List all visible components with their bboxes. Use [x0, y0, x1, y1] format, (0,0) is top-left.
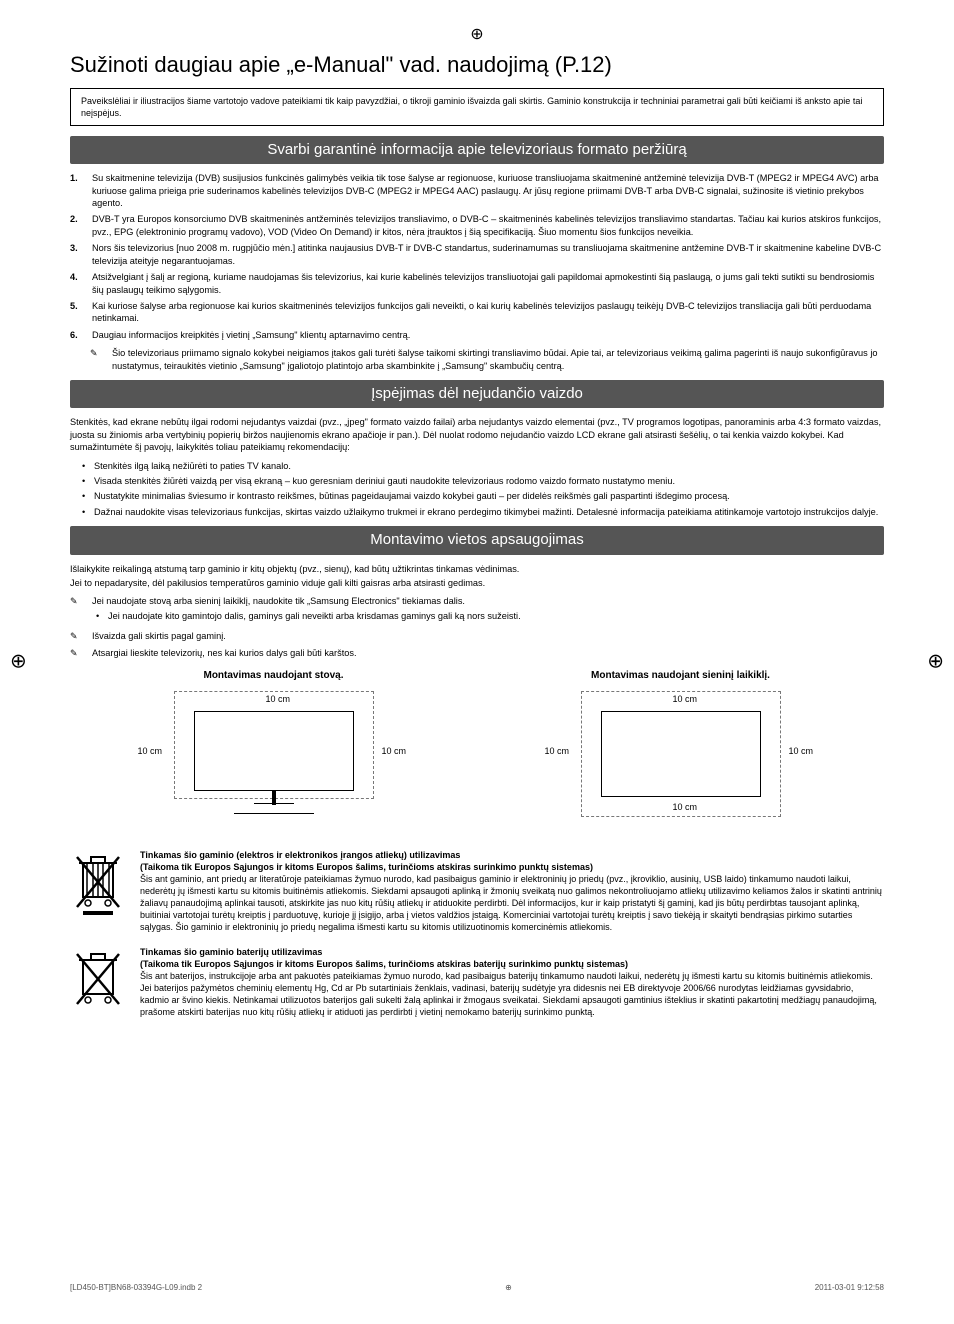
list-item: 4.Atsižvelgiant į šalį ar regioną, kuria…	[70, 271, 884, 296]
install-note1: ✎ Jei naudojate stovą arba sieninį laiki…	[70, 595, 884, 626]
diagram-wall: Montavimas naudojant sieninį laikiklį. 1…	[531, 669, 831, 831]
list-item: 1.Su skaitmenine televizija (DVB) susiju…	[70, 172, 884, 209]
list-text: Su skaitmenine televizija (DVB) susijusi…	[92, 172, 884, 209]
install-diagrams: Montavimas naudojant stovą. 10 cm 10 cm …	[70, 669, 884, 831]
diagram-stand: Montavimas naudojant stovą. 10 cm 10 cm …	[124, 669, 424, 831]
crop-mark-top: ⊕	[470, 24, 483, 46]
distance-label: 10 cm	[264, 693, 293, 705]
list-item: 5.Kai kuriose šalyse arba regionuose kai…	[70, 300, 884, 325]
list-item: 3.Nors šis televizorius [nuo 2008 m. rug…	[70, 242, 884, 267]
recycle-body: Šis ant gaminio, ant priedų ar literatūr…	[140, 874, 882, 933]
install-note3: ✎ Atsargiai lieskite televizorių, nes ka…	[70, 647, 884, 659]
distance-label: 10 cm	[136, 745, 165, 757]
list-text: Daugiau informacijos kreipkitės į vietin…	[92, 329, 410, 341]
install-note2: ✎ Išvaizda gali skirtis pagal gaminį.	[70, 630, 884, 642]
section-header-install: Montavimo vietos apsaugojimas	[70, 526, 884, 554]
distance-label: 10 cm	[380, 745, 409, 757]
list-text: Atsižvelgiant į šalį ar regioną, kuriame…	[92, 271, 884, 296]
recycle-title: Tinkamas šio gaminio (elektros ir elektr…	[140, 850, 460, 860]
list-item: Dažnai naudokite visas televizoriaus fun…	[84, 506, 884, 518]
recycle-sub: (Taikoma tik Europos Sąjungos ir kitoms …	[140, 862, 593, 872]
disclaimer-box: Paveikslėliai ir iliustracijos šiame var…	[70, 88, 884, 126]
note-icon: ✎	[70, 595, 84, 626]
distance-label: 10 cm	[671, 693, 700, 705]
install-para1: Išlaikykite reikalingą atstumą tarp gami…	[70, 563, 884, 575]
page-title: Sužinoti daugiau apie „e-Manual" vad. na…	[70, 50, 884, 80]
recycle-sub: (Taikoma tik Europos Sąjungos ir kitoms …	[140, 959, 628, 969]
list-text: Nors šis televizorius [nuo 2008 m. rugpj…	[92, 242, 884, 267]
footer-right: 2011-03-01 9:12:58	[815, 1283, 884, 1294]
note-text: Atsargiai lieskite televizorių, nes kai …	[92, 647, 357, 659]
install-para2: Jei to nepadarysite, dėl pakilusios temp…	[70, 577, 884, 589]
list-item: 6.Daugiau informacijos kreipkitės į viet…	[70, 329, 884, 341]
list-item: Nustatykite minimalias šviesumo ir kontr…	[84, 490, 884, 502]
recycle-weee: Tinkamas šio gaminio (elektros ir elektr…	[70, 849, 884, 934]
note-text: Išvaizda gali skirtis pagal gaminį.	[92, 630, 226, 642]
distance-label: 10 cm	[671, 801, 700, 813]
list-item: Visada stenkitės žiūrėti vaizdą per visą…	[84, 475, 884, 487]
list-item: Jei naudojate kito gamintojo dalis, gami…	[98, 610, 521, 622]
note-text: Šio televizoriaus priimamo signalo kokyb…	[112, 347, 884, 372]
note-icon: ✎	[70, 630, 84, 642]
recycle-text: Tinkamas šio gaminio (elektros ir elektr…	[140, 849, 884, 934]
list-text: DVB-T yra Europos konsorciumo DVB skaitm…	[92, 213, 884, 238]
list-item: 2.DVB-T yra Europos konsorciumo DVB skai…	[70, 213, 884, 238]
note-icon: ✎	[70, 647, 84, 659]
recycle-text: Tinkamas šio gaminio baterijų utilizavim…	[140, 946, 884, 1019]
weee-icon	[70, 849, 126, 919]
list-text: Kai kuriose šalyse arba regionuose kai k…	[92, 300, 884, 325]
diagram-title: Montavimas naudojant stovą.	[124, 669, 424, 683]
recycle-body: Šis ant baterijos, instrukcijoje arba an…	[140, 971, 877, 1017]
crop-mark-left: ⊕	[10, 649, 27, 676]
recycle-title: Tinkamas šio gaminio baterijų utilizavim…	[140, 947, 322, 957]
recycle-battery: Tinkamas šio gaminio baterijų utilizavim…	[70, 946, 884, 1019]
section-header-warranty: Svarbi garantinė informacija apie televi…	[70, 136, 884, 164]
page-footer: [LD450-BT]BN68-03394G-L09.indb 2 ⊕ 2011-…	[70, 1283, 884, 1294]
still-bullets: Stenkitės ilgą laiką nežiūrėti to paties…	[70, 460, 884, 519]
note-text: Jei naudojate stovą arba sieninį laikikl…	[92, 596, 465, 606]
footer-left: [LD450-BT]BN68-03394G-L09.indb 2	[70, 1283, 202, 1294]
distance-label: 10 cm	[543, 745, 572, 757]
note-icon: ✎	[90, 347, 104, 372]
crop-mark-right: ⊕	[927, 649, 944, 676]
battery-icon	[70, 946, 126, 1016]
warranty-list: 1.Su skaitmenine televizija (DVB) susiju…	[70, 172, 884, 341]
warranty-note: ✎ Šio televizoriaus priimamo signalo kok…	[90, 347, 884, 372]
still-para: Stenkitės, kad ekrane nebūtų ilgai rodom…	[70, 416, 884, 453]
diagram-title: Montavimas naudojant sieninį laikiklį.	[531, 669, 831, 683]
footer-center-icon: ⊕	[505, 1283, 512, 1294]
section-header-still: Įspėjimas dėl nejudančio vaizdo	[70, 380, 884, 408]
list-item: Stenkitės ilgą laiką nežiūrėti to paties…	[84, 460, 884, 472]
distance-label: 10 cm	[787, 745, 816, 757]
